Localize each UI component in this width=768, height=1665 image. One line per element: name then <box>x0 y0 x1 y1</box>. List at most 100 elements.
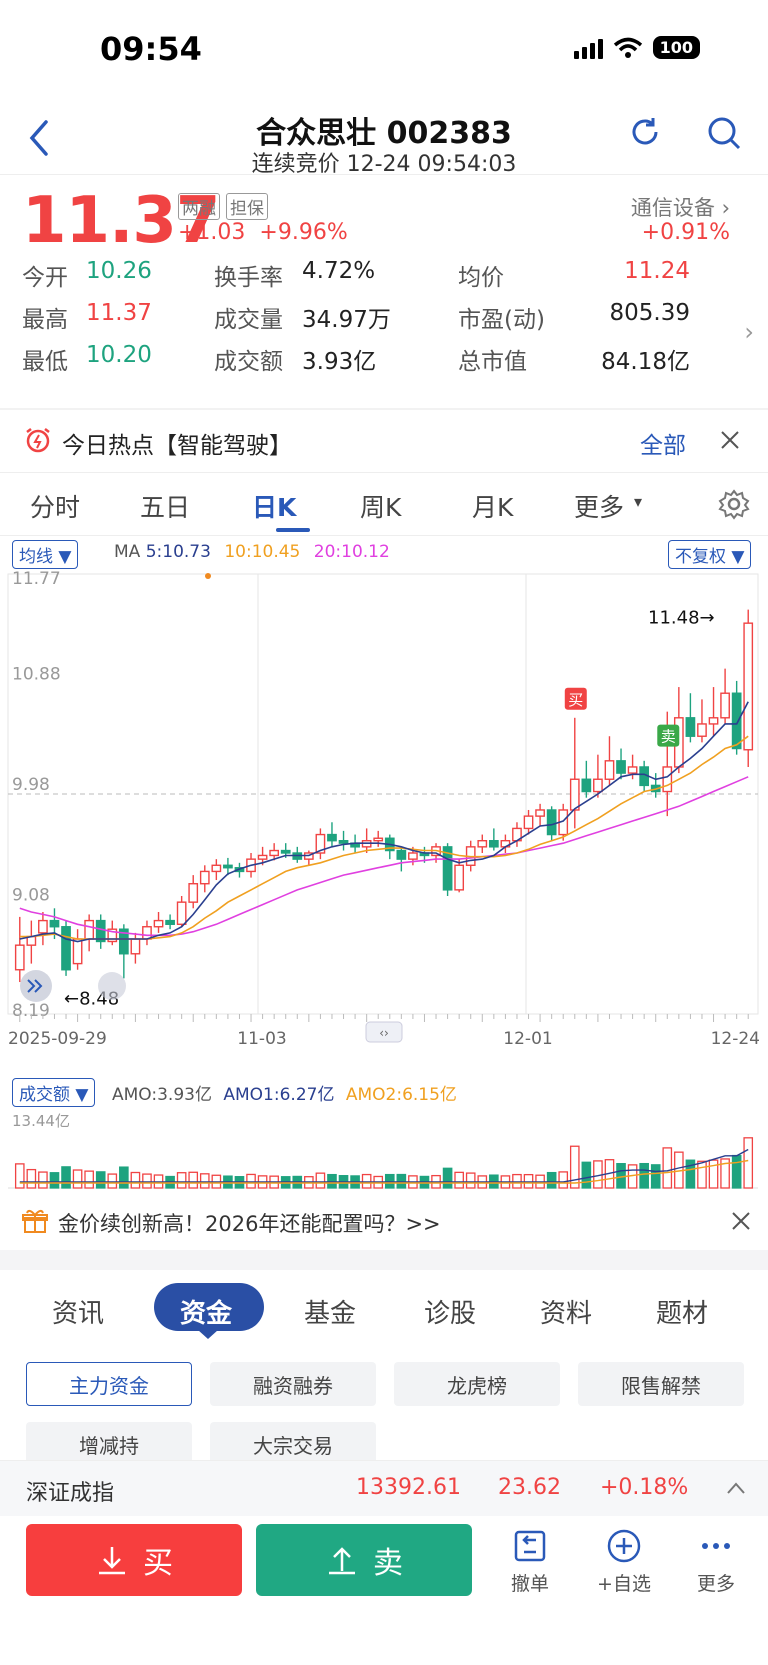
chevron-up-icon[interactable] <box>726 1481 746 1495</box>
high-price-label: 11.48→ <box>648 608 715 629</box>
chart-tab[interactable]: 五日 <box>140 493 191 522</box>
sell-button[interactable]: 卖 <box>256 1524 472 1596</box>
candle <box>697 699 707 743</box>
index-pct: +0.18% <box>600 1475 689 1500</box>
candle <box>685 693 696 743</box>
candle-body <box>593 778 603 793</box>
ma-toggle-button[interactable]: 均线 ▼ <box>12 540 79 569</box>
candle <box>488 828 499 851</box>
more-label: 更多 <box>696 1573 735 1595</box>
candle-body <box>95 919 106 943</box>
refresh-icon[interactable] <box>628 115 662 149</box>
fund-chip[interactable]: 大宗交易 <box>210 1422 376 1466</box>
candle-body <box>257 854 268 860</box>
news-banner[interactable]: 金价续创新高！2026年还能配置吗？>> <box>0 1196 768 1248</box>
signal-icon <box>573 37 603 59</box>
volume-bar <box>61 1166 71 1189</box>
volume-toggle-button[interactable]: 成交额 ▼ <box>12 1078 96 1107</box>
amo-value: AMO:3.93亿 <box>112 1085 212 1105</box>
hot-all-link[interactable]: 全部 <box>640 433 686 459</box>
info-tab[interactable]: 题材 <box>656 1299 709 1329</box>
fund-chip[interactable]: 主力资金 <box>26 1362 192 1406</box>
candle-body <box>153 919 164 928</box>
amo2-line <box>19 1159 749 1184</box>
volume-bar <box>246 1173 256 1189</box>
candlestick-chart[interactable]: 11.77 10.88 9.98 9.08 8.19 2025-09-29 11-03 12-… <box>0 566 768 1066</box>
stat-label: 最高 <box>22 307 68 333</box>
fund-chip[interactable]: 增减持 <box>26 1422 192 1466</box>
candle <box>142 920 152 946</box>
volume-bar <box>512 1173 522 1189</box>
candle <box>454 859 465 893</box>
candle <box>708 687 719 737</box>
volume-bar <box>72 1169 83 1189</box>
volume-bar <box>176 1172 187 1189</box>
candle <box>338 830 349 851</box>
candle-body <box>604 760 615 780</box>
buy-button[interactable]: 买 <box>26 1524 242 1596</box>
candle <box>165 914 175 930</box>
buy-label: 买 <box>143 1546 173 1581</box>
sector-link[interactable]: 通信设备 › <box>631 192 730 222</box>
volume-legend: AMO:3.93亿 AMO1:6.27亿 AMO2:6.15亿 <box>112 1080 457 1105</box>
candle-body <box>697 723 707 737</box>
sector-name: 通信设备 <box>630 196 715 220</box>
chart-tab[interactable]: 日K <box>252 493 297 522</box>
index-bar[interactable]: 深证成指 13392.61 23.62 +0.18% <box>0 1460 768 1516</box>
candle <box>361 828 372 853</box>
candle <box>581 760 592 798</box>
chart-tab[interactable]: 月K <box>472 493 514 522</box>
volume-bar <box>743 1137 754 1189</box>
ma-legend: MA 5:10.73 10:10.45 20:10.12 <box>114 542 390 562</box>
hot-topic-bar[interactable]: 今日热点【智能驾驶】 全部 <box>0 410 768 472</box>
volume-bar <box>384 1173 395 1189</box>
volume-bar <box>708 1159 719 1189</box>
search-icon[interactable] <box>706 115 742 151</box>
candle-body <box>142 926 152 940</box>
info-tab[interactable]: 资金 <box>180 1299 233 1329</box>
cancel-order-button[interactable]: 撤单 <box>490 1528 570 1596</box>
stat-label: 换手率 <box>214 265 283 291</box>
volume-bar <box>558 1171 569 1189</box>
candle <box>327 822 337 847</box>
info-tab[interactable]: 资讯 <box>52 1299 105 1329</box>
info-tab[interactable]: 资料 <box>540 1299 593 1329</box>
more-button[interactable]: 更多 <box>676 1528 756 1596</box>
adjust-button[interactable]: 不复权 ▼ <box>668 540 752 569</box>
fund-chip[interactable]: 龙虎榜 <box>394 1362 560 1406</box>
index-change: 23.62 <box>498 1475 561 1500</box>
fund-chip[interactable]: 融资融券 <box>210 1362 376 1406</box>
change-pct: +9.96% <box>259 220 348 245</box>
chart-tab[interactable]: 分时 <box>30 493 81 522</box>
volume-bar <box>199 1173 210 1189</box>
candle-body <box>569 778 580 811</box>
fund-chip[interactable]: 限售解禁 <box>578 1362 744 1406</box>
y-tick-label: 11.77 <box>12 569 61 589</box>
gear-icon[interactable] <box>718 488 750 520</box>
chart-tab[interactable]: 周K <box>360 493 402 522</box>
stat-value: 10.26 <box>86 258 152 284</box>
volume-bar <box>130 1171 141 1189</box>
expand-icon <box>20 970 52 1002</box>
volume-bar <box>361 1173 372 1189</box>
chart-tab[interactable]: 更多 <box>574 493 625 522</box>
add-watchlist-button[interactable]: +自选 <box>584 1528 664 1596</box>
chevron-right-icon: › <box>721 196 730 220</box>
close-icon[interactable] <box>720 430 740 450</box>
news-text: 金价续创新高！2026年还能配置吗？>> <box>58 1212 441 1236</box>
candle <box>442 843 453 897</box>
candle-body <box>223 864 233 869</box>
plus-circle-icon <box>607 1529 641 1563</box>
info-tab[interactable]: 诊股 <box>424 1299 477 1329</box>
candle-body <box>84 919 95 940</box>
candle <box>731 680 742 755</box>
candle-body <box>396 849 407 860</box>
pe-chevron-icon[interactable]: › <box>744 318 754 346</box>
candle-body <box>327 833 337 842</box>
volume-bar <box>569 1145 580 1189</box>
info-tab[interactable]: 基金 <box>304 1299 357 1329</box>
ma20-value: 20:10.12 <box>313 542 390 562</box>
close-icon[interactable] <box>732 1212 750 1230</box>
cancel-icon <box>514 1530 546 1562</box>
back-icon[interactable] <box>24 118 54 158</box>
